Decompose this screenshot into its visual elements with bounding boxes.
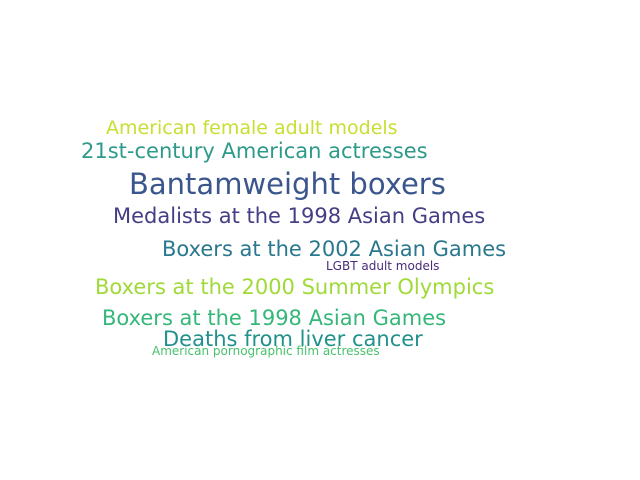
word-21st-century-american-actresses: 21st-century American actresses <box>81 139 428 163</box>
word-bantamweight-boxers: Bantamweight boxers <box>129 167 446 201</box>
word-boxers-2000-summer-olympics: Boxers at the 2000 Summer Olympics <box>95 275 495 299</box>
word-boxers-1998-asian-games: Boxers at the 1998 Asian Games <box>102 306 447 330</box>
word-american-female-adult-models: American female adult models <box>106 117 398 139</box>
word-medalists-1998-asian-games: Medalists at the 1998 Asian Games <box>113 204 486 228</box>
word-lgbt-adult-models: LGBT adult models <box>326 259 440 273</box>
word-american-pornographic-film-actresses: American pornographic film actresses <box>152 344 380 358</box>
word-deaths-from-liver-cancer: Deaths from liver cancer <box>163 327 423 351</box>
word-boxers-2002-asian-games: Boxers at the 2002 Asian Games <box>162 237 507 261</box>
